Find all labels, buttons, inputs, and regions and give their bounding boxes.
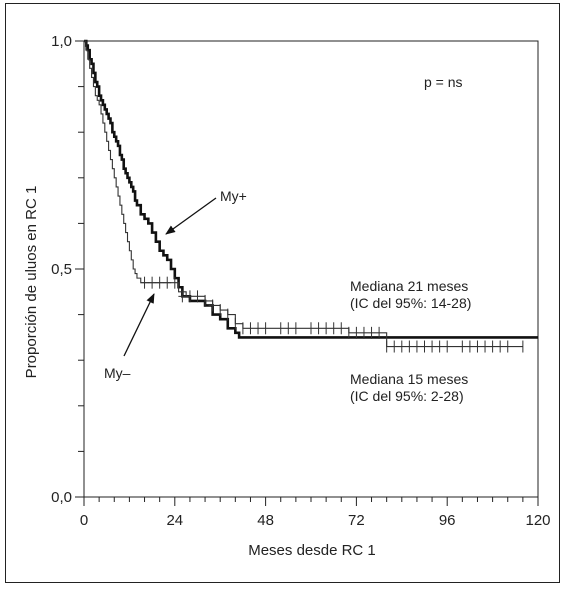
median-minus-line1: Mediana 15 meses (350, 371, 468, 387)
axis-labels: Meses desde RC 1 Proporción de uluos en … (23, 186, 376, 559)
p-value-label: p = ns (424, 74, 463, 90)
plot-border (83, 40, 539, 498)
series-layer (84, 39, 538, 353)
y-tick-label: 1,0 (51, 33, 72, 50)
median-minus-line2: (IC del 95%: 2-28) (350, 388, 464, 404)
my-minus-label: My– (104, 365, 131, 381)
figure-frame: 0,0 0,5 1,0 0 24 48 72 96 120 p = ns Mediana 21 … (5, 3, 560, 583)
annotation-layer: p = ns Mediana 21 meses (IC del 95%: 14-… (104, 74, 471, 404)
x-tick-label: 120 (525, 512, 550, 529)
my-minus-arrow (123, 293, 155, 357)
median-plus-line2: (IC del 95%: 14-28) (350, 295, 471, 311)
x-tick-label: 96 (439, 512, 456, 529)
x-tick-label: 72 (348, 512, 365, 529)
my-plus-label: My+ (220, 188, 247, 204)
y-tick-label: 0,5 (51, 261, 72, 278)
x-axis-label: Meses desde RC 1 (248, 542, 376, 559)
median-plus-line1: Mediana 21 meses (350, 278, 468, 294)
x-tick-label: 48 (257, 512, 274, 529)
x-tick-label: 0 (80, 512, 88, 529)
km-survival-chart: 0,0 0,5 1,0 0 24 48 72 96 120 p = ns Mediana 21 … (23, 33, 551, 559)
plot-axes: 0,0 0,5 1,0 0 24 48 72 96 120 (51, 33, 550, 529)
y-tick-label: 0,0 (51, 489, 72, 506)
series-my-plus-line (84, 39, 538, 339)
y-axis-label: Proporción de uluos en RC 1 (23, 186, 40, 379)
my-plus-arrow (165, 197, 217, 235)
x-tick-label: 24 (166, 512, 183, 529)
